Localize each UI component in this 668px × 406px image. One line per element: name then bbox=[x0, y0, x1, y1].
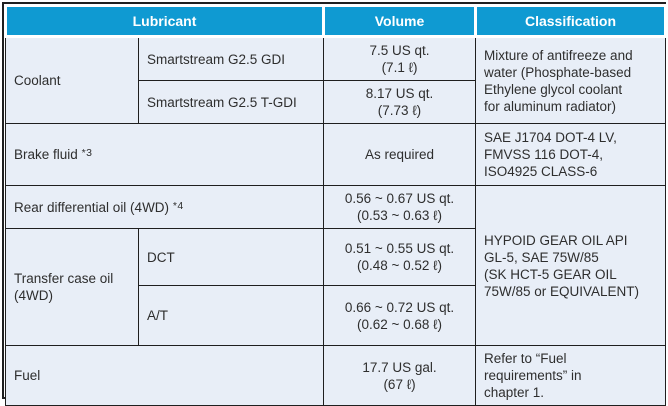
classification-line: Refer to “Fuel bbox=[484, 351, 567, 366]
classification-line: 75W/85 or EQUIVALENT) bbox=[484, 283, 640, 299]
rear-differential-footnote: *4 bbox=[172, 199, 184, 212]
volume-line: (7.1 ℓ) bbox=[381, 60, 418, 75]
cell-coolant-tgdi-name: Smartstream G2.5 T-GDI bbox=[138, 80, 324, 124]
volume-line: 7.5 US qt. bbox=[369, 43, 430, 58]
volume-line: 0.56 ~ 0.67 US qt. bbox=[344, 191, 455, 206]
classification-line: SAE J1704 DOT-4 LV, bbox=[484, 130, 617, 145]
cell-transfer-case-label: Transfer case oil (4WD) bbox=[5, 228, 139, 346]
cell-gear-oil-classification: HYPOID GEAR OIL API GL-5, SAE 75W/85 (SK… bbox=[475, 185, 666, 346]
row-coolant-gdi: Coolant Smartstream G2.5 GDI 7.5 US qt. … bbox=[5, 36, 666, 124]
cell-coolant-classification: Mixture of antifreeze and water (Phospha… bbox=[475, 36, 666, 124]
rear-differential-label: Rear differential oil (4WD) bbox=[14, 199, 170, 215]
cell-coolant-label: Coolant bbox=[5, 36, 139, 124]
volume-line: (0.53 ~ 0.63 ℓ) bbox=[356, 208, 443, 223]
cell-transfer-at-name: A/T bbox=[138, 285, 324, 346]
volume-line: 17.7 US gal. bbox=[362, 359, 437, 375]
header-volume: Volume bbox=[322, 4, 477, 38]
cell-brake-fluid-label: Brake fluid *3 bbox=[5, 123, 324, 186]
classification-line: GL-5, SAE 75W/85 bbox=[484, 249, 599, 265]
cell-rear-differential-volume: 0.56 ~ 0.67 US qt. (0.53 ~ 0.63 ℓ) bbox=[323, 185, 476, 229]
volume-line: (0.62 ~ 0.68 ℓ) bbox=[356, 316, 443, 332]
classification-line: Ethylene glycol coolant bbox=[484, 81, 623, 97]
header-row: Lubricant Volume Classification bbox=[4, 4, 667, 38]
row-coolant-tgdi: Smartstream G2.5 T-GDI 8.17 US qt. (7.73… bbox=[6, 80, 666, 124]
classification-line: chapter 1. bbox=[484, 385, 545, 400]
brake-fluid-label: Brake fluid bbox=[14, 147, 78, 162]
classification-line: ISO4925 CLASS-6 bbox=[484, 164, 598, 179]
classification-line: (SK HCT-5 GEAR OIL bbox=[484, 266, 617, 282]
cell-coolant-tgdi-volume: 8.17 US qt. (7.73 ℓ) bbox=[323, 80, 476, 124]
cell-transfer-at-volume: 0.66 ~ 0.72 US qt. (0.62 ~ 0.68 ℓ) bbox=[323, 285, 476, 346]
header-lubricant: Lubricant bbox=[4, 4, 325, 38]
classification-line: for aluminum radiator) bbox=[484, 98, 617, 114]
brake-fluid-footnote: *3 bbox=[81, 147, 93, 159]
cell-fuel-volume: 17.7 US gal. (67 ℓ) bbox=[323, 345, 476, 406]
row-transfer-dct: Transfer case oil (4WD) DCT 0.51 ~ 0.55 … bbox=[5, 228, 666, 346]
classification-line: Mixture of antifreeze and bbox=[484, 47, 633, 63]
cell-rear-differential-label: Rear differential oil (4WD) *4 bbox=[5, 185, 324, 229]
volume-line: 8.17 US qt. bbox=[365, 86, 434, 101]
classification-line: water (Phosphate-based bbox=[484, 64, 632, 80]
header-classification: Classification bbox=[474, 4, 667, 38]
volume-line: (7.73 ℓ) bbox=[377, 103, 422, 118]
classification-line: requirements” in bbox=[484, 368, 582, 383]
volume-line: 0.66 ~ 0.72 US qt. bbox=[344, 299, 455, 315]
cell-coolant-gdi-name: Smartstream G2.5 GDI bbox=[138, 36, 324, 81]
cell-coolant-gdi-volume: 7.5 US qt. (7.1 ℓ) bbox=[323, 36, 476, 81]
classification-line: FMVSS 116 DOT-4, bbox=[484, 147, 604, 162]
classification-line: HYPOID GEAR OIL API bbox=[484, 232, 628, 248]
volume-line: 0.51 ~ 0.55 US qt. bbox=[344, 241, 455, 256]
row-brake-fluid: Brake fluid *3 As required SAE J1704 DOT… bbox=[5, 123, 666, 186]
row-transfer-at: A/T 0.66 ~ 0.72 US qt. (0.62 ~ 0.68 ℓ) bbox=[6, 285, 666, 346]
cell-fuel-classification: Refer to “Fuel requirements” in chapter … bbox=[475, 345, 666, 406]
row-fuel: Fuel 17.7 US gal. (67 ℓ) Refer to “Fuel … bbox=[5, 345, 666, 406]
volume-line: (0.48 ~ 0.52 ℓ) bbox=[356, 258, 443, 273]
cell-brake-fluid-classification: SAE J1704 DOT-4 LV, FMVSS 116 DOT-4, ISO… bbox=[475, 123, 666, 186]
cell-fuel-label: Fuel bbox=[5, 345, 324, 406]
cell-transfer-dct-volume: 0.51 ~ 0.55 US qt. (0.48 ~ 0.52 ℓ) bbox=[323, 228, 476, 286]
cell-brake-fluid-volume: As required bbox=[323, 123, 476, 186]
row-rear-differential: Rear differential oil (4WD) *4 0.56 ~ 0.… bbox=[5, 185, 666, 346]
volume-line: (67 ℓ) bbox=[383, 376, 416, 392]
lubricant-spec-table: Lubricant Volume Classification Coolant … bbox=[4, 4, 667, 406]
cell-transfer-dct-name: DCT bbox=[138, 228, 324, 286]
